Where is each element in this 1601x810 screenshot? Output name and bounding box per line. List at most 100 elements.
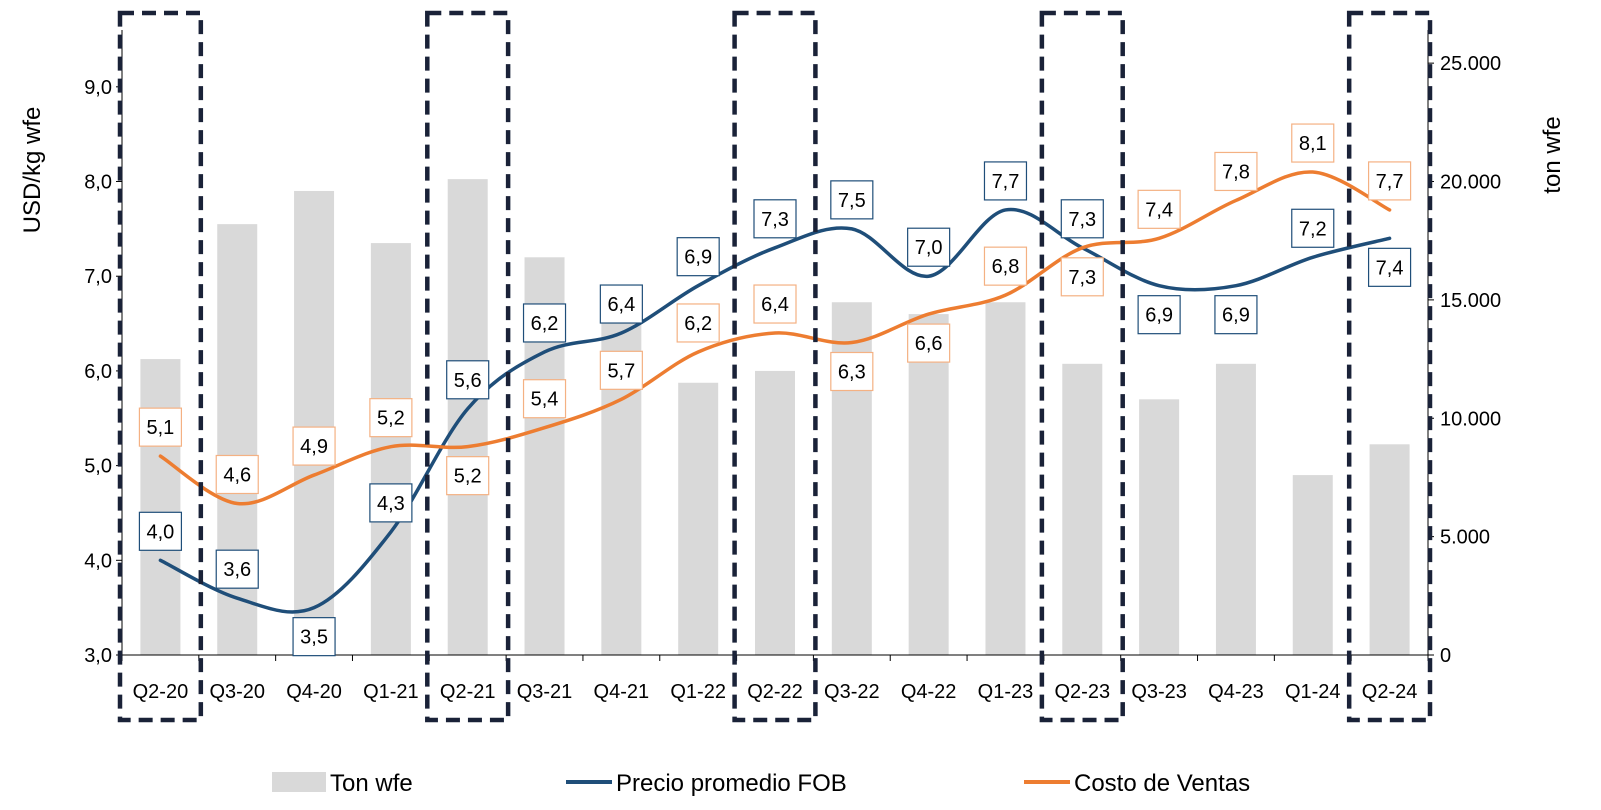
legend: Ton wfe Precio promedio FOB Costo de Ven… [272, 770, 1250, 797]
svg-text:5,7: 5,7 [607, 360, 635, 382]
data-label-costo-de-ventas-q1-22: 6,2 [676, 303, 720, 343]
data-label-precio-promedio-fob-q3-21: 6,2 [522, 303, 567, 343]
svg-text:7,7: 7,7 [992, 171, 1020, 193]
svg-text:6,9: 6,9 [684, 247, 712, 269]
svg-text:5,2: 5,2 [377, 408, 405, 430]
data-label-precio-promedio-fob-q3-20: 3,6 [215, 549, 259, 589]
y2-tick-label: 10.000 [1440, 408, 1501, 430]
x-tick-label-q1-21: Q1-21 [363, 681, 419, 703]
svg-text:4,6: 4,6 [223, 464, 251, 486]
data-label-costo-de-ventas-q4-21: 5,7 [599, 350, 643, 390]
svg-text:6,4: 6,4 [761, 294, 789, 316]
x-tick-label-q3-23: Q3-23 [1131, 681, 1187, 703]
y-tick-label: 3,0 [84, 645, 112, 667]
bar-ton-wfe-q2-23 [1062, 363, 1103, 655]
x-tick-label-q4-22: Q4-22 [901, 681, 957, 703]
svg-text:7,3: 7,3 [1068, 267, 1096, 289]
data-label-costo-de-ventas-q2-23: 7,3 [1060, 257, 1104, 297]
data-label-precio-promedio-fob-q2-23: 7,3 [1060, 199, 1104, 239]
bar-ton-wfe-q1-22 [678, 382, 719, 655]
svg-text:3,5: 3,5 [300, 627, 328, 649]
y2-tick-label: 25.000 [1440, 53, 1501, 75]
data-label-costo-de-ventas-q1-23: 6,8 [983, 246, 1028, 286]
highlight-box-q2-20 [117, 10, 204, 723]
svg-text:3,6: 3,6 [223, 559, 251, 581]
legend-label-precio-fob: Precio promedio FOB [616, 770, 847, 797]
bar-ton-wfe-q4-20 [294, 190, 335, 655]
svg-text:7,2: 7,2 [1299, 218, 1327, 240]
line-precio-promedio-fob [158, 207, 1392, 614]
data-label-costo-de-ventas-q1-24: 8,1 [1291, 123, 1335, 163]
x-tick-label-q2-23: Q2-23 [1054, 681, 1110, 703]
svg-text:8,1: 8,1 [1299, 133, 1327, 155]
lines-layer [158, 170, 1392, 614]
svg-text:6,3: 6,3 [838, 362, 866, 384]
svg-text:7,5: 7,5 [838, 190, 866, 212]
svg-text:5,1: 5,1 [147, 417, 175, 439]
y-tick-label: 8,0 [84, 172, 112, 194]
svg-text:5,6: 5,6 [454, 370, 482, 392]
highlight-boxes-layer [117, 10, 1433, 723]
data-label-precio-promedio-fob-q1-23: 7,7 [983, 161, 1028, 201]
bar-ton-wfe-q2-24 [1369, 444, 1410, 655]
svg-text:7,4: 7,4 [1376, 257, 1404, 279]
y-tick-label: 6,0 [84, 361, 112, 383]
bar-ton-wfe-q4-23 [1215, 363, 1256, 655]
x-tick-label-q3-22: Q3-22 [824, 681, 880, 703]
bar-ton-wfe-q1-23 [985, 302, 1026, 655]
x-tick-label-q4-20: Q4-20 [286, 681, 342, 703]
bars-layer [140, 179, 1410, 656]
svg-text:6,4: 6,4 [607, 294, 635, 316]
data-label-costo-de-ventas-q4-22: 6,6 [907, 323, 951, 363]
x-tick-label-q2-20: Q2-20 [133, 681, 189, 703]
svg-text:6,6: 6,6 [915, 333, 943, 355]
x-tick-label-q4-21: Q4-21 [594, 681, 650, 703]
data-label-costo-de-ventas-q1-21: 5,2 [369, 398, 413, 438]
bar-ton-wfe-q2-21 [447, 179, 488, 656]
data-label-costo-de-ventas-q2-22: 6,4 [753, 284, 797, 324]
x-tick-label-q2-21: Q2-21 [440, 681, 496, 703]
x-tick-label-q1-23: Q1-23 [978, 681, 1034, 703]
svg-text:4,0: 4,0 [147, 521, 175, 543]
svg-text:6,9: 6,9 [1222, 305, 1250, 327]
y2-tick-label: 20.000 [1440, 172, 1501, 194]
y2-tick-label: 5.000 [1440, 527, 1490, 549]
data-label-precio-promedio-fob-q2-24: 7,4 [1367, 247, 1412, 287]
bar-ton-wfe-q2-22 [755, 370, 795, 655]
svg-text:6,2: 6,2 [531, 313, 559, 335]
highlight-box-q2-24 [1346, 10, 1433, 723]
svg-text:5,4: 5,4 [531, 389, 559, 411]
data-label-costo-de-ventas-q2-20: 5,1 [138, 407, 183, 447]
bar-ton-wfe-q3-23 [1139, 399, 1180, 655]
line-costo-de-ventas [158, 170, 1392, 506]
data-label-precio-promedio-fob-q3-23: 6,9 [1137, 295, 1181, 335]
data-label-precio-promedio-fob-q4-21: 6,4 [599, 284, 643, 324]
y2-tick-label: 15.000 [1440, 290, 1501, 312]
svg-text:6,2: 6,2 [684, 313, 712, 335]
data-label-costo-de-ventas-q4-23: 7,8 [1214, 151, 1258, 192]
bar-ton-wfe-q4-22 [908, 314, 949, 655]
highlight-box-q2-23 [1039, 10, 1125, 723]
y2-axis-title: ton wfe [1539, 116, 1566, 193]
x-tick-label-q1-22: Q1-22 [670, 681, 726, 703]
highlight-box-q2-22 [732, 10, 818, 723]
svg-text:4,3: 4,3 [377, 493, 405, 515]
data-label-precio-promedio-fob-q4-23: 6,9 [1214, 295, 1258, 335]
svg-text:7,4: 7,4 [1145, 199, 1173, 221]
x-tick-label-q4-23: Q4-23 [1208, 681, 1264, 703]
svg-text:7,8: 7,8 [1222, 161, 1250, 183]
data-label-precio-promedio-fob-q3-22: 7,5 [830, 180, 874, 220]
svg-text:6,8: 6,8 [992, 256, 1020, 278]
y-axis-title: USD/kg wfe [19, 107, 46, 234]
y-tick-label: 7,0 [84, 266, 112, 288]
data-label-costo-de-ventas-q3-21: 5,4 [522, 379, 567, 419]
svg-text:7,3: 7,3 [761, 209, 789, 231]
y-tick-label: 5,0 [84, 456, 112, 478]
data-label-costo-de-ventas-q3-20: 4,6 [215, 454, 259, 495]
y-tick-label: 4,0 [84, 550, 112, 572]
data-label-costo-de-ventas-q2-21: 5,2 [446, 456, 490, 496]
data-label-precio-promedio-fob-q4-20: 3,5 [292, 617, 336, 657]
svg-text:7,3: 7,3 [1068, 209, 1096, 231]
data-label-precio-promedio-fob-q2-20: 4,0 [138, 511, 183, 551]
